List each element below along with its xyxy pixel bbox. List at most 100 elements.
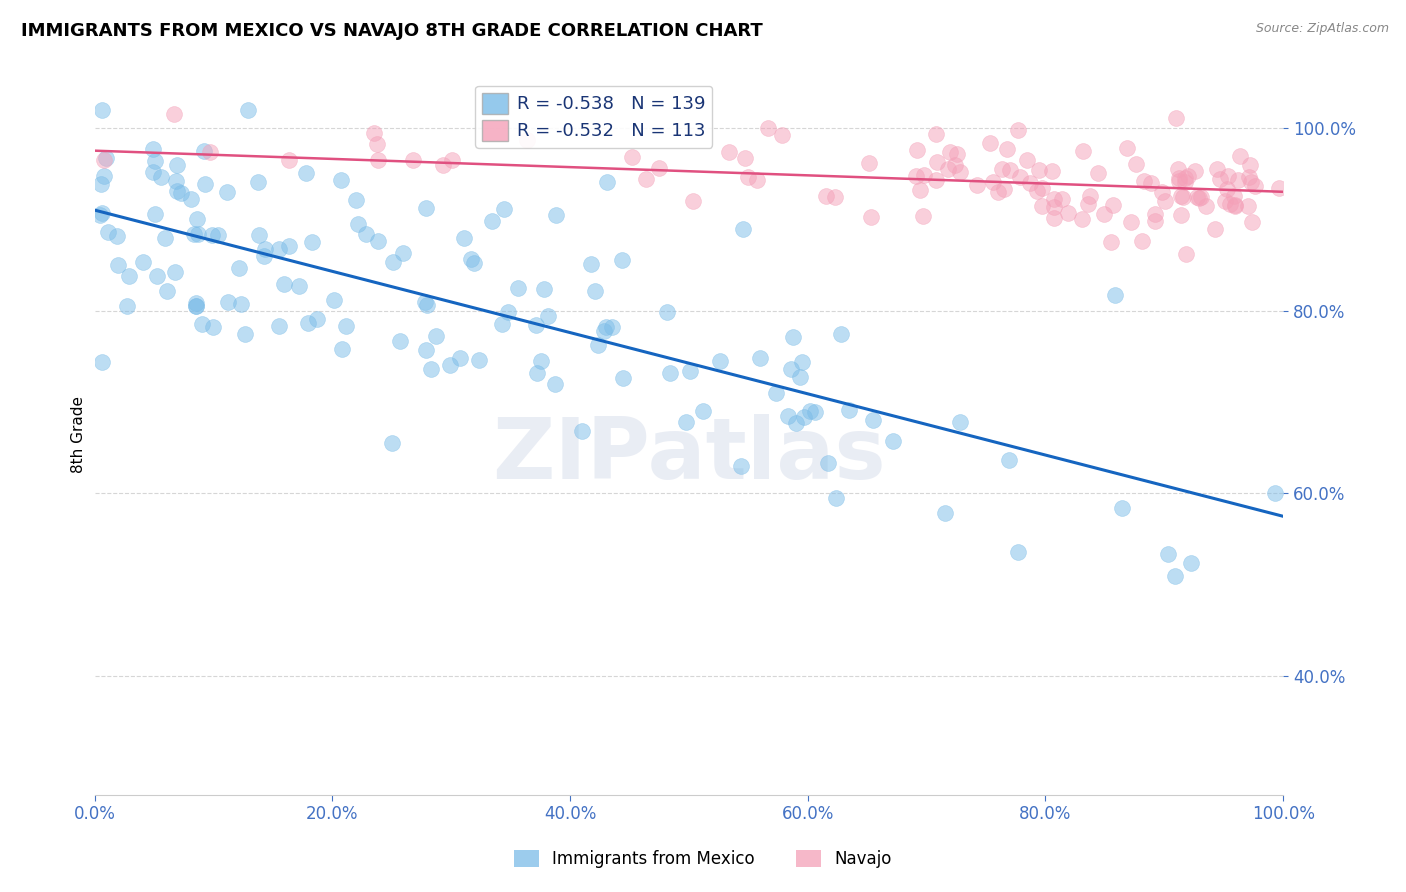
Point bbox=[156, 284, 179, 298]
Point bbox=[657, 305, 679, 319]
Point bbox=[912, 209, 935, 223]
Point bbox=[90, 354, 112, 368]
Point bbox=[765, 386, 787, 401]
Point bbox=[648, 161, 671, 175]
Point bbox=[329, 173, 352, 187]
Point bbox=[1099, 235, 1122, 250]
Point bbox=[544, 208, 567, 222]
Point bbox=[381, 254, 404, 268]
Point bbox=[908, 183, 931, 197]
Point bbox=[1164, 569, 1187, 583]
Point bbox=[904, 169, 927, 183]
Point bbox=[166, 158, 188, 172]
Point bbox=[183, 227, 205, 242]
Point bbox=[799, 404, 821, 418]
Point bbox=[194, 177, 217, 191]
Point bbox=[995, 143, 1018, 157]
Point bbox=[149, 169, 172, 184]
Point bbox=[419, 362, 441, 376]
Point bbox=[516, 132, 538, 146]
Point bbox=[273, 277, 295, 292]
Point bbox=[804, 405, 827, 419]
Point bbox=[301, 235, 323, 250]
Point bbox=[1152, 186, 1174, 200]
Point bbox=[90, 178, 112, 192]
Point bbox=[730, 458, 752, 473]
Point bbox=[453, 230, 475, 244]
Point bbox=[91, 103, 114, 117]
Point bbox=[253, 249, 276, 263]
Point bbox=[748, 351, 770, 365]
Point bbox=[860, 210, 883, 224]
Point bbox=[217, 295, 239, 310]
Point bbox=[1168, 170, 1191, 185]
Point bbox=[949, 415, 972, 429]
Point bbox=[659, 366, 682, 380]
Point bbox=[1104, 288, 1126, 302]
Point bbox=[1056, 205, 1078, 219]
Point bbox=[381, 435, 404, 450]
Point bbox=[817, 456, 839, 470]
Point bbox=[925, 173, 948, 187]
Point bbox=[1173, 189, 1195, 203]
Point bbox=[1077, 197, 1099, 211]
Point bbox=[1050, 192, 1073, 206]
Point bbox=[402, 153, 425, 168]
Point bbox=[105, 228, 128, 243]
Point bbox=[217, 186, 239, 200]
Point bbox=[1071, 144, 1094, 158]
Point bbox=[1144, 214, 1167, 228]
Point bbox=[734, 151, 756, 165]
Point bbox=[344, 194, 367, 208]
Point bbox=[246, 175, 269, 189]
Point bbox=[354, 227, 377, 241]
Point bbox=[1189, 190, 1212, 204]
Point bbox=[1094, 207, 1116, 221]
Point bbox=[184, 300, 207, 314]
Point bbox=[756, 120, 779, 135]
Point bbox=[1219, 197, 1241, 211]
Point bbox=[927, 154, 949, 169]
Point bbox=[277, 153, 299, 167]
Point bbox=[388, 334, 411, 349]
Point bbox=[1239, 158, 1261, 172]
Point bbox=[543, 377, 565, 392]
Point bbox=[1244, 178, 1267, 193]
Point bbox=[193, 145, 215, 159]
Point bbox=[789, 370, 811, 384]
Point bbox=[979, 136, 1001, 150]
Point bbox=[581, 258, 603, 272]
Point bbox=[1010, 170, 1032, 185]
Point bbox=[571, 424, 593, 438]
Point bbox=[481, 214, 503, 228]
Point bbox=[1177, 169, 1199, 183]
Point bbox=[413, 294, 436, 309]
Point bbox=[416, 298, 439, 312]
Point bbox=[924, 128, 946, 142]
Point bbox=[949, 165, 972, 179]
Point bbox=[586, 337, 609, 351]
Point bbox=[247, 228, 270, 243]
Point bbox=[145, 268, 167, 283]
Point bbox=[142, 165, 165, 179]
Point bbox=[1241, 215, 1264, 229]
Point bbox=[1043, 211, 1066, 225]
Point bbox=[1237, 199, 1260, 213]
Point bbox=[526, 367, 548, 381]
Point bbox=[1154, 194, 1177, 208]
Point bbox=[468, 353, 491, 368]
Point bbox=[1043, 193, 1066, 207]
Point bbox=[1116, 141, 1139, 155]
Point bbox=[1187, 190, 1209, 204]
Point bbox=[277, 239, 299, 253]
Point bbox=[981, 175, 1004, 189]
Point bbox=[1143, 207, 1166, 221]
Point bbox=[770, 128, 793, 142]
Point bbox=[494, 202, 516, 217]
Point bbox=[912, 168, 935, 182]
Point bbox=[267, 319, 290, 334]
Point bbox=[506, 280, 529, 294]
Point bbox=[367, 153, 389, 168]
Point bbox=[1213, 194, 1236, 209]
Point bbox=[1174, 171, 1197, 186]
